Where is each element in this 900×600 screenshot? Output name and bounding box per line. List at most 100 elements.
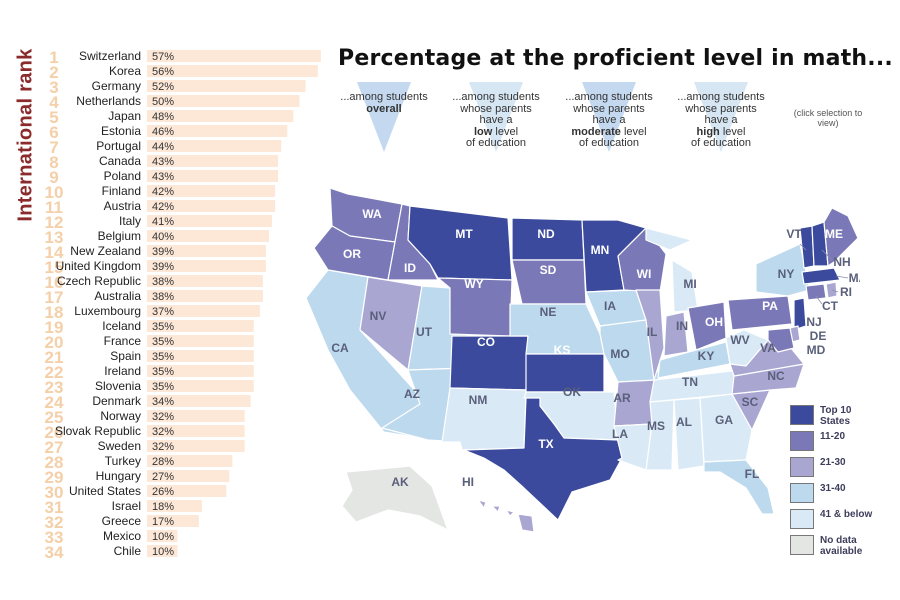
- country-label: France: [104, 334, 142, 348]
- rank-number: 3: [49, 78, 58, 97]
- bar-23: [147, 380, 254, 392]
- value-label: 43%: [152, 156, 174, 168]
- value-label: 38%: [152, 291, 174, 303]
- legend-swatch: [790, 405, 814, 425]
- callout-line: [835, 275, 849, 279]
- rank-bar-chart: 1 Switzerland 57% 2 Korea 56% 3 Germany 52% 4 Neth…: [45, 48, 321, 562]
- value-label: 35%: [152, 321, 174, 333]
- legend-label: 11-20: [820, 431, 846, 442]
- state-label: IL: [647, 325, 658, 339]
- country-label: Ireland: [104, 364, 141, 378]
- country-label: Luxembourg: [74, 304, 141, 318]
- country-label: Finland: [102, 184, 141, 198]
- state-pa[interactable]: [727, 295, 793, 331]
- country-label: Portugal: [96, 139, 141, 153]
- bar-21: [147, 350, 254, 362]
- value-label: 43%: [152, 171, 174, 183]
- state-wv[interactable]: [725, 329, 769, 367]
- state-ms[interactable]: [645, 399, 675, 471]
- selector-low-education[interactable]: ...among students whose parents have a low …: [442, 82, 550, 154]
- value-label: 17%: [152, 516, 174, 528]
- state-al[interactable]: [673, 397, 705, 471]
- country-label: Israel: [112, 499, 141, 513]
- country-label: Norway: [100, 409, 141, 423]
- bar-22: [147, 365, 254, 377]
- selector-text: ...among students whose parents have a mode…: [565, 91, 653, 149]
- state-me[interactable]: [823, 207, 859, 267]
- page-title: Percentage at the proficient level in ma…: [338, 46, 893, 71]
- map-legend: Top 10 States 11-20 21-30 31-40 41 & below No…: [790, 405, 884, 561]
- state-label: NE: [540, 305, 557, 319]
- value-label: 39%: [152, 261, 174, 273]
- value-label: 10%: [152, 531, 174, 543]
- value-label: 35%: [152, 336, 174, 348]
- state-ct[interactable]: [805, 283, 827, 301]
- state-ma[interactable]: [801, 267, 841, 285]
- state-md[interactable]: [767, 327, 795, 353]
- state-label: AR: [613, 391, 631, 405]
- rank-number: 31: [45, 498, 64, 517]
- rank-number: 2: [49, 63, 58, 82]
- state-label: FL: [745, 467, 760, 481]
- rank-number: 29: [45, 468, 64, 487]
- state-hi[interactable]: [477, 499, 535, 533]
- rank-number: 25: [45, 408, 64, 427]
- selector-high-education[interactable]: ...among students whose parents have a high…: [667, 82, 775, 154]
- value-label: 35%: [152, 366, 174, 378]
- state-label: HI: [462, 475, 474, 489]
- state-label: AK: [391, 475, 409, 489]
- selector-moderate-education[interactable]: ...among students whose parents have a mode…: [555, 82, 663, 154]
- country-label: Slovak Republic: [55, 424, 141, 438]
- state-wi[interactable]: [617, 227, 667, 293]
- country-label: Czech Republic: [57, 274, 141, 288]
- selector-arrow-icon: [469, 82, 523, 152]
- value-label: 37%: [152, 306, 174, 318]
- state-label: GA: [715, 413, 733, 427]
- rank-number: 12: [45, 213, 64, 232]
- country-label: Estonia: [101, 124, 141, 138]
- rank-number: 10: [45, 183, 64, 202]
- rank-number: 21: [45, 348, 64, 367]
- value-label: 26%: [152, 486, 174, 498]
- legend-item: 31-40: [790, 483, 884, 509]
- country-label: Korea: [109, 64, 141, 78]
- callout-line: [821, 249, 833, 261]
- state-label: MN: [591, 243, 610, 257]
- selector-arrow-icon: [582, 82, 636, 152]
- legend-item: Top 10 States: [790, 405, 884, 431]
- state-label: OR: [343, 247, 361, 261]
- country-label: Iceland: [102, 319, 141, 333]
- state-wy[interactable]: [437, 277, 513, 337]
- country-label: New Zealand: [70, 244, 141, 258]
- value-label: 56%: [152, 66, 174, 78]
- state-tx[interactable]: [463, 397, 623, 521]
- legend-swatch: [790, 535, 814, 555]
- state-label: CT: [822, 299, 839, 313]
- selector-overall[interactable]: ...among students overall: [330, 82, 438, 154]
- state-ri[interactable]: [825, 281, 838, 299]
- value-label: 40%: [152, 231, 174, 243]
- rank-number: 33: [45, 528, 64, 547]
- state-fl[interactable]: [703, 459, 775, 515]
- state-label: OK: [563, 385, 581, 399]
- state-label: KS: [554, 343, 571, 357]
- rank-number: 34: [45, 543, 64, 562]
- value-label: 35%: [152, 351, 174, 363]
- rank-number: 24: [45, 393, 64, 412]
- country-label: Greece: [102, 514, 142, 528]
- state-label: KY: [698, 349, 715, 363]
- selector-arrow-icon: [357, 82, 411, 152]
- state-label: MS: [647, 419, 665, 433]
- state-label: SC: [742, 395, 759, 409]
- state-label: MD: [807, 343, 826, 357]
- state-label: MA: [849, 271, 860, 285]
- state-ak[interactable]: [341, 465, 449, 531]
- state-ny[interactable]: [755, 243, 811, 297]
- state-nj[interactable]: [793, 297, 807, 331]
- value-label: 28%: [152, 456, 174, 468]
- bar-32: [147, 515, 199, 527]
- value-label: 34%: [152, 396, 174, 408]
- legend-swatch: [790, 483, 814, 503]
- state-ga[interactable]: [699, 393, 753, 463]
- value-label: 10%: [152, 546, 174, 558]
